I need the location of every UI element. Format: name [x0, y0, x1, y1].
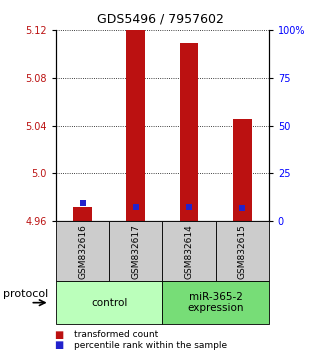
Text: GSM832614: GSM832614	[185, 224, 194, 279]
Text: miR-365-2
expression: miR-365-2 expression	[187, 292, 244, 314]
Text: control: control	[91, 298, 127, 308]
Text: percentile rank within the sample: percentile rank within the sample	[74, 341, 227, 350]
Text: GSM832615: GSM832615	[238, 224, 247, 279]
Text: ■: ■	[54, 340, 64, 350]
Text: protocol: protocol	[3, 289, 48, 299]
Text: GDS5496 / 7957602: GDS5496 / 7957602	[97, 12, 223, 25]
Bar	[180, 43, 198, 221]
Text: GSM832616: GSM832616	[78, 224, 87, 279]
Text: ■: ■	[54, 330, 64, 339]
Bar	[126, 30, 145, 221]
Text: GSM832617: GSM832617	[131, 224, 140, 279]
Bar	[73, 207, 92, 221]
Bar	[233, 119, 252, 221]
Text: transformed count: transformed count	[74, 330, 158, 339]
